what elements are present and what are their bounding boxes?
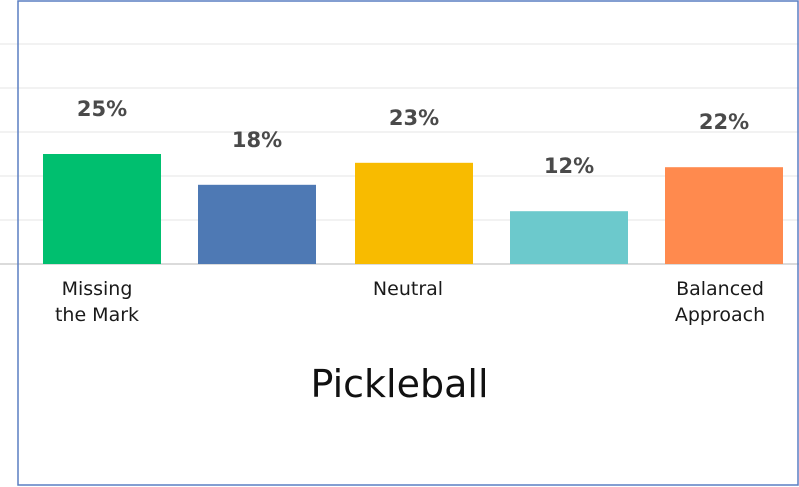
- bar-4: [510, 211, 628, 264]
- value-label-4: 12%: [544, 154, 594, 178]
- value-label-1: 25%: [77, 97, 127, 121]
- bar-2: [198, 185, 316, 264]
- value-label-2: 18%: [232, 128, 282, 152]
- value-label-3: 23%: [389, 106, 439, 130]
- bar-1: [43, 154, 161, 264]
- value-label-5: 22%: [699, 110, 749, 134]
- category-label-missing-the-mark: Missing the Mark: [22, 276, 172, 328]
- bar-3: [355, 163, 473, 264]
- bars: [43, 154, 783, 264]
- category-label-balanced-approach: Balanced Approach: [645, 276, 795, 328]
- chart-title: Pickleball: [0, 362, 799, 406]
- category-label-neutral: Neutral: [333, 276, 483, 302]
- bar-5: [665, 167, 783, 264]
